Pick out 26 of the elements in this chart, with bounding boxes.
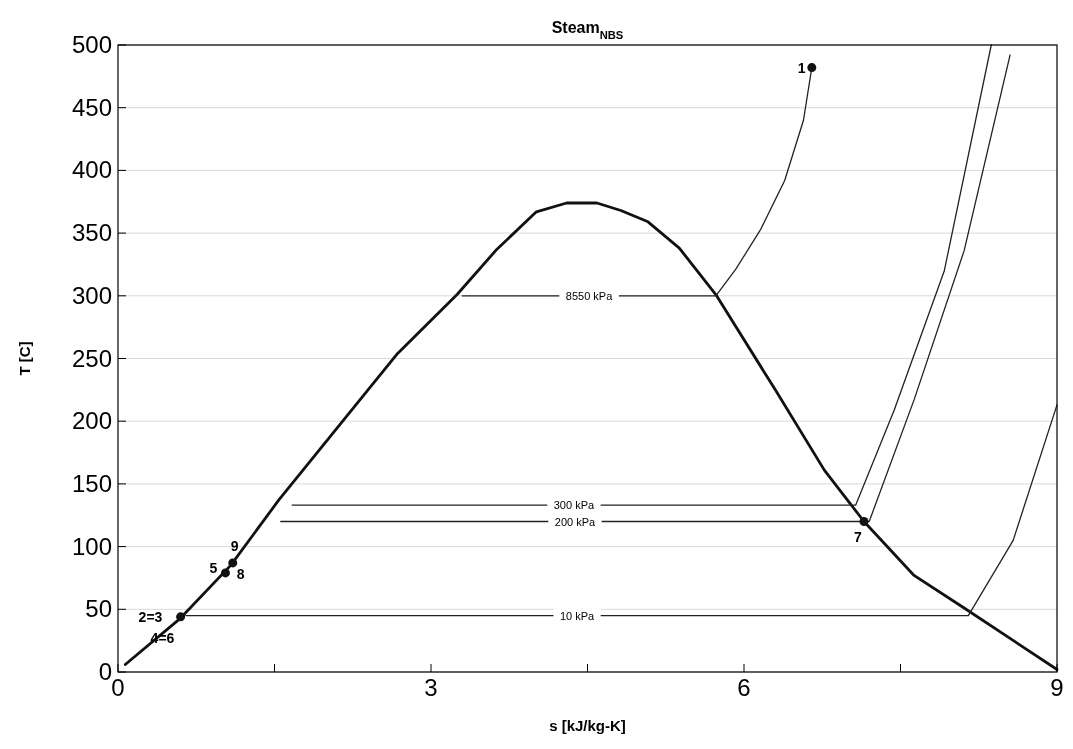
- y-axis-title: T [C]: [16, 341, 33, 376]
- y-tick-label: 200: [71, 407, 112, 435]
- annotation: 9: [230, 537, 239, 554]
- series-label: 8550 kPa: [565, 289, 614, 302]
- annotation: 5: [209, 559, 218, 576]
- y-tick-label: 500: [71, 31, 112, 58]
- annotation: 7: [853, 528, 862, 545]
- series-label: 200 kPa: [554, 515, 597, 528]
- y-tick-label: 250: [71, 344, 112, 372]
- y-tick-label: 50: [85, 595, 112, 623]
- annotation: 1: [797, 59, 806, 76]
- y-tick-label: 400: [71, 156, 112, 184]
- y-tick-label: 300: [71, 281, 112, 309]
- y-tick-label: 150: [71, 469, 112, 497]
- annotation: 8: [236, 565, 245, 582]
- x-tick-label: 6: [737, 674, 751, 701]
- y-tick-label: 350: [71, 219, 112, 247]
- chart-title: Steam$_{NBS}$: [551, 19, 624, 41]
- x-tick-label: 9: [1050, 674, 1064, 701]
- y-tick-label: 450: [71, 93, 112, 121]
- series-label: 10 kPa: [559, 609, 596, 622]
- x-tick-label: 3: [424, 674, 438, 701]
- annotation: 2=3: [138, 608, 163, 625]
- y-tick-label: 100: [71, 532, 112, 560]
- series-label: 300 kPa: [553, 499, 595, 512]
- x-axis-title: s [kJ/kg-K]: [549, 717, 626, 734]
